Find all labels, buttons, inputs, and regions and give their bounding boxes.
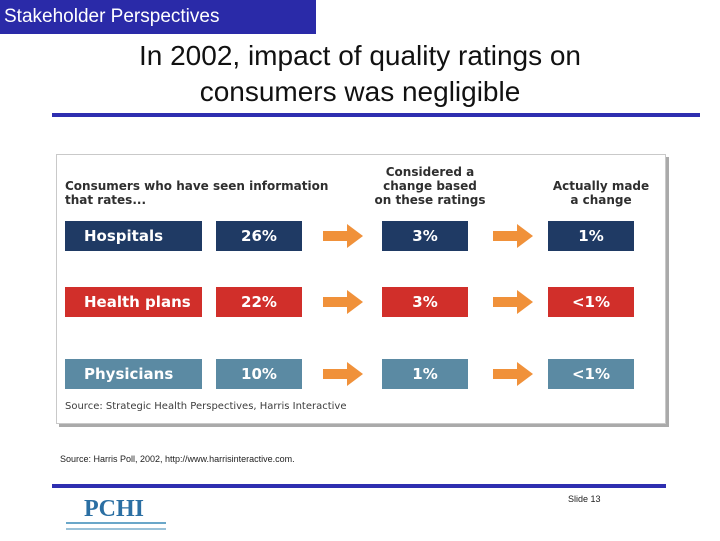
header-made: Actually made a change	[552, 179, 650, 207]
slide-number: Slide 13	[568, 494, 601, 504]
arrow-icon	[493, 290, 533, 314]
row-label: Health plans	[65, 287, 202, 317]
arrow-icon	[493, 362, 533, 386]
seen-value: 10%	[216, 359, 302, 389]
pchi-logo: PCHI	[54, 490, 178, 536]
top-rule	[52, 113, 700, 117]
arrow-icon	[323, 224, 363, 248]
source-note: Source: Harris Poll, 2002, http://www.ha…	[60, 454, 295, 464]
ratings-figure: Consumers who have seen information that…	[56, 154, 666, 424]
row-label: Hospitals	[65, 221, 202, 251]
considered-value: 1%	[382, 359, 468, 389]
seen-value: 22%	[216, 287, 302, 317]
slide-title: In 2002, impact of quality ratings on co…	[60, 38, 660, 110]
arrow-icon	[323, 362, 363, 386]
title-line-2: consumers was negligible	[199, 76, 521, 107]
seen-value: 26%	[216, 221, 302, 251]
svg-text:PCHI: PCHI	[84, 496, 144, 522]
arrow-icon	[323, 290, 363, 314]
made-value: <1%	[548, 359, 634, 389]
figure-source: Source: Strategic Health Perspectives, H…	[65, 401, 347, 412]
considered-value: 3%	[382, 221, 468, 251]
title-line-1: In 2002, impact of quality ratings on	[138, 40, 582, 71]
section-tag: Stakeholder Perspectives	[0, 0, 316, 34]
row-label: Physicians	[65, 359, 202, 389]
made-value: <1%	[548, 287, 634, 317]
bottom-rule	[52, 484, 666, 488]
made-value: 1%	[548, 221, 634, 251]
arrow-icon	[493, 224, 533, 248]
header-considered: Considered a change based on these ratin…	[374, 165, 486, 207]
considered-value: 3%	[382, 287, 468, 317]
header-seen: Consumers who have seen information that…	[65, 179, 329, 207]
